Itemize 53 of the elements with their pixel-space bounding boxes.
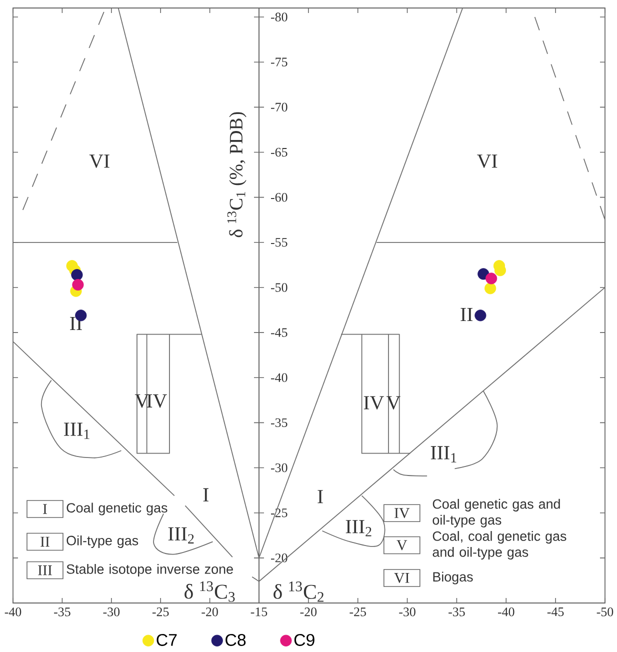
x-tick-label: -15 — [250, 608, 268, 616]
x-tick-label: -25 — [350, 608, 366, 616]
annotation: IV — [364, 396, 384, 410]
y-tick-label: -70 — [271, 102, 288, 112]
x-tick-label: -25 — [152, 608, 169, 616]
y-tick-label: -35 — [271, 418, 288, 428]
annotation: II — [460, 308, 473, 322]
annotation: Stable isotope inverse zone — [66, 564, 233, 577]
x-tick-label: -20 — [300, 608, 317, 616]
x-tick-label: -40 — [498, 608, 514, 616]
y-tick-label: -65 — [271, 148, 288, 157]
annotation: III$_{1}$ — [430, 446, 456, 462]
y-tick-label: -60 — [271, 192, 288, 202]
annotation: III$_{1}$ — [64, 422, 90, 439]
x-axis-title: δ $^{13}$C$_{3}$ — [184, 581, 235, 602]
x-tick-label: -45 — [547, 608, 564, 616]
y-tick-label: -75 — [271, 58, 288, 66]
annotation: I — [43, 504, 47, 514]
annotation: Coal genetic gas — [66, 502, 168, 516]
annotation: III$_{2}$ — [346, 520, 372, 536]
annotation: IV — [394, 508, 410, 518]
x-tick-label: -35 — [54, 608, 70, 616]
y-tick-label: -55 — [271, 238, 288, 247]
legend-label: C8 — [226, 634, 246, 646]
y-tick-label: -40 — [271, 373, 288, 382]
y-axis-title: δ $^{13}$C$_{1}$ (%, PDB) — [227, 112, 246, 238]
legend-label: C9 — [294, 634, 314, 646]
x-tick-label: -30 — [399, 608, 416, 616]
annotation: VI — [394, 573, 410, 584]
x-axis-title: δ $^{13}$C$_{2}$ — [274, 582, 324, 602]
annotation: III$_{2}$ — [168, 527, 194, 544]
x-tick-label: -50 — [596, 608, 614, 616]
y-tick-label: -45 — [271, 328, 288, 337]
x-tick-label: -30 — [103, 608, 120, 616]
x-tick-label: -40 — [4, 608, 22, 616]
annotation: Coal genetic gas and oil-type gas — [432, 498, 560, 528]
annotation: I — [203, 488, 209, 502]
x-tick-label: -35 — [448, 608, 465, 616]
annotation: II — [40, 536, 50, 547]
annotation: Oil-type gas — [66, 535, 138, 548]
annotation: VI — [477, 154, 498, 168]
y-tick-label: -20 — [271, 554, 288, 562]
y-tick-label: -50 — [271, 283, 288, 292]
x-tick-label: -20 — [202, 608, 218, 616]
legend-label: C7 — [156, 634, 177, 646]
annotation: I — [318, 490, 323, 504]
annotation: Biogas — [433, 572, 473, 584]
annotation: III — [38, 565, 52, 576]
y-tick-label: -30 — [271, 463, 288, 472]
annotation: Coal, coal genetic gas and oil-type gas — [432, 531, 566, 560]
y-tick-label: -80 — [271, 12, 288, 22]
annotation: V — [396, 540, 408, 550]
annotation: VI — [89, 154, 110, 168]
